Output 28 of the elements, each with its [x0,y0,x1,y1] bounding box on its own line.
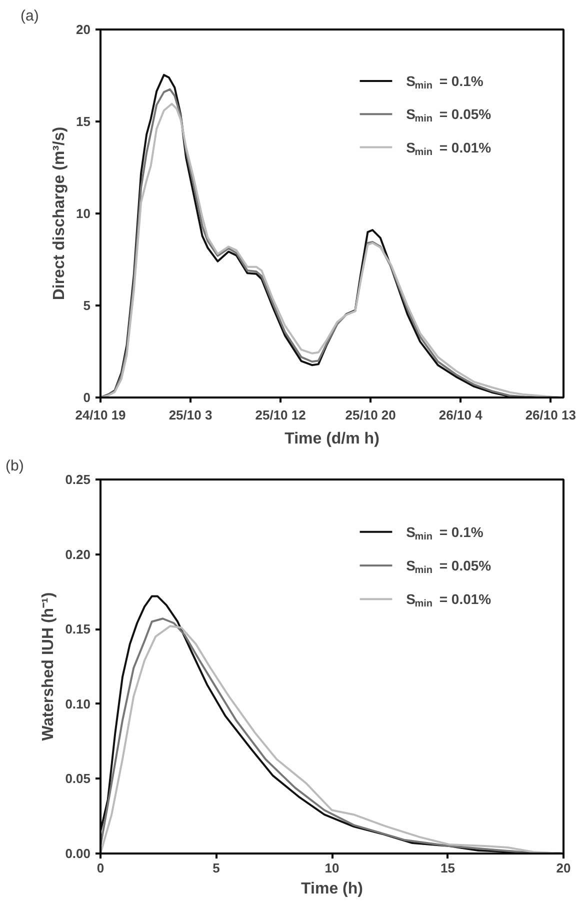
x-tick-label: 10 [324,860,340,876]
chart-title: (a) [20,8,39,24]
x-axis-title: Time (h) [301,880,363,898]
y-tick-label: 0 [83,390,91,405]
y-tick-label: 0.00 [65,846,91,861]
y-tick-label: 0.15 [65,622,91,637]
y-tick-label: 10 [76,206,91,221]
x-tick-label: 25/10 12 [255,408,306,422]
y-tick-label: 0.05 [65,771,91,786]
y-tick-label: 5 [83,298,91,313]
x-tick-label: 26/10 13 [525,408,576,422]
y-axis-title: Watershed IUH (h⁻¹) [40,592,58,741]
y-tick-label: 0.10 [65,696,91,712]
x-tick-label: 20 [556,860,571,876]
x-tick-label: 15 [440,860,455,876]
y-tick-label: 20 [76,22,91,37]
x-tick-label: 0 [96,860,104,876]
x-axis-title: Time (d/m h) [284,430,380,448]
x-tick-label: 25/10 3 [168,408,212,422]
x-tick-label: 25/10 20 [345,408,396,422]
x-tick-label: 26/10 4 [438,408,484,422]
chart-title: (b) [6,458,24,474]
y-axis-title: Direct discharge (m³/s) [51,126,68,300]
y-tick-label: 0.25 [65,472,91,487]
x-tick-label: 5 [212,860,220,876]
x-tick-label: 24/10 19 [75,408,126,422]
y-tick-label: 0.20 [65,546,91,562]
y-tick-label: 15 [76,114,91,129]
